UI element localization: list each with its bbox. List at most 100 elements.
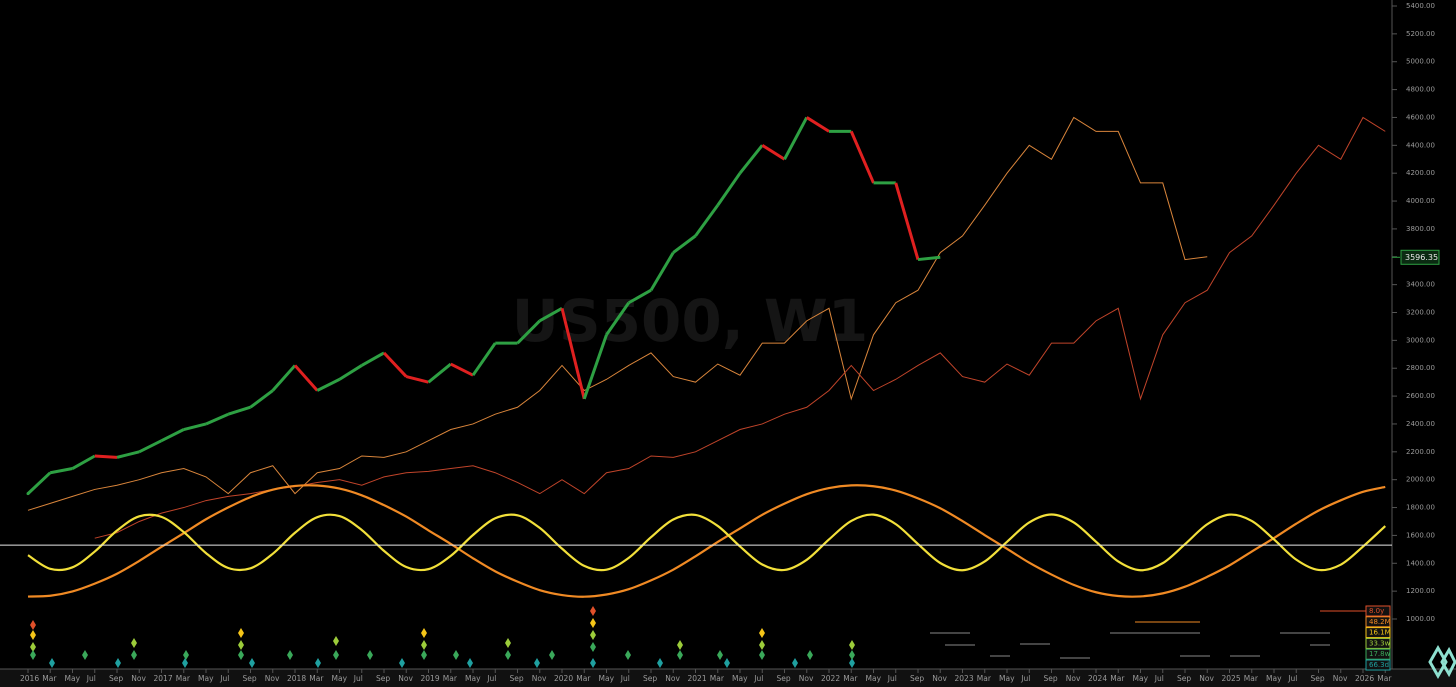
overlay-line (94, 116, 1386, 539)
y-tick-label: 2400.00 (1406, 420, 1435, 428)
x-tick-label: Nov (932, 674, 947, 683)
price-segment (160, 428, 185, 443)
x-tick-label: Sep (510, 674, 524, 683)
x-tick-label: Jul (887, 674, 897, 683)
x-axis-strip (0, 669, 1456, 687)
y-tick-label: 2200.00 (1406, 448, 1435, 456)
x-tick-label: 2026 (1355, 674, 1374, 683)
x-tick-label: May (332, 674, 348, 683)
x-tick-label: Mar (443, 674, 458, 683)
x-tick-label: Sep (777, 674, 791, 683)
x-tick-label: May (465, 674, 481, 683)
price-segment (205, 412, 229, 426)
x-tick-label: Mar (843, 674, 858, 683)
x-tick-label: Mar (977, 674, 992, 683)
price-segment (249, 389, 274, 409)
x-tick-label: 2018 (287, 674, 306, 683)
x-tick-label: 2025 (1222, 674, 1241, 683)
x-tick-label: Mar (1244, 674, 1259, 683)
price-segment (716, 172, 742, 207)
price-segment (382, 351, 408, 378)
price-segment (338, 364, 363, 381)
x-tick-label: 2021 (688, 674, 707, 683)
price-segment (116, 450, 140, 459)
cycle-label: 33.3w (1369, 639, 1391, 647)
x-tick-label: Jul (1154, 674, 1164, 683)
x-tick-label: Sep (376, 674, 390, 683)
x-tick-label: Jul (753, 674, 763, 683)
y-tick-label: 2600.00 (1406, 392, 1435, 400)
cycle-label: 8.0y (1369, 607, 1384, 615)
y-tick-label: 1800.00 (1406, 504, 1435, 512)
x-tick-label: Sep (109, 674, 123, 683)
cycle-label: 48.2M (1369, 618, 1391, 626)
price-segment (183, 422, 207, 431)
price-segment (271, 364, 297, 392)
price-segment (516, 319, 541, 345)
cycle-wave (27, 513, 1386, 572)
x-tick-label: Nov (532, 674, 547, 683)
cycle-label: 66.3d (1369, 661, 1389, 669)
series (26, 116, 941, 496)
x-tick-label: May (999, 674, 1015, 683)
x-tick-label: May (65, 674, 81, 683)
x-tick-label: 2024 (1088, 674, 1107, 683)
x-tick-label: May (1133, 674, 1149, 683)
y-tick-label: 4800.00 (1406, 86, 1435, 94)
x-tick-label: Mar (710, 674, 725, 683)
x-tick-label: May (866, 674, 882, 683)
overlay-line (27, 116, 1208, 511)
y-tick-label: 1600.00 (1406, 531, 1435, 539)
x-tick-label: 2019 (421, 674, 440, 683)
x-tick-label: 2023 (955, 674, 974, 683)
price-segment (605, 301, 630, 336)
price-segment (649, 251, 675, 291)
x-tick-label: Jul (1020, 674, 1030, 683)
price-segment (138, 439, 163, 454)
x-tick-label: 2022 (821, 674, 840, 683)
price-segment (560, 307, 586, 400)
price-segment (293, 364, 319, 392)
y-tick-label: 2800.00 (1406, 364, 1435, 372)
x-tick-label: May (599, 674, 615, 683)
price-segment (628, 288, 652, 305)
price-segment (361, 351, 385, 367)
cycle-markers (49, 658, 855, 668)
price-segment (405, 375, 429, 384)
y-tick-label: 1000.00 (1406, 615, 1435, 623)
cycle-label-box (1365, 616, 1391, 628)
series (27, 116, 1208, 511)
x-tick-label: Sep (1311, 674, 1325, 683)
x-tick-label: 2020 (554, 674, 573, 683)
last-price-label: 3596.35 (1405, 253, 1438, 262)
price-segment (582, 334, 608, 400)
price-segment (849, 130, 875, 184)
x-tick-label: Sep (1177, 674, 1191, 683)
price-segment (471, 342, 497, 377)
y-tick-label: 4400.00 (1406, 141, 1435, 149)
x-tick-label: Sep (643, 674, 657, 683)
cycle-label-box (1365, 648, 1391, 660)
x-tick-label: Mar (42, 674, 57, 683)
price-segment (738, 144, 764, 175)
last-price-box (1400, 249, 1440, 265)
logo (1428, 644, 1456, 680)
x-tick-label: 2017 (154, 674, 173, 683)
price-segment (316, 378, 341, 392)
y-tick-label: 3200.00 (1406, 309, 1435, 317)
cycle-label-box (1365, 627, 1391, 639)
price-segment (427, 362, 452, 384)
x-tick-label: Jul (1287, 674, 1297, 683)
price-segment (894, 182, 920, 260)
price-segment (917, 255, 941, 262)
y-tick-label: 1200.00 (1406, 587, 1435, 595)
cycle-label-box (1365, 637, 1391, 649)
x-tick-label: May (1266, 674, 1282, 683)
y-tick-label: 4600.00 (1406, 113, 1435, 121)
x-tick-label: Mar (576, 674, 591, 683)
price-segment (26, 471, 52, 495)
x-tick-label: May (732, 674, 748, 683)
y-tick-label: 4000.00 (1406, 197, 1435, 205)
price-segment (761, 144, 786, 161)
